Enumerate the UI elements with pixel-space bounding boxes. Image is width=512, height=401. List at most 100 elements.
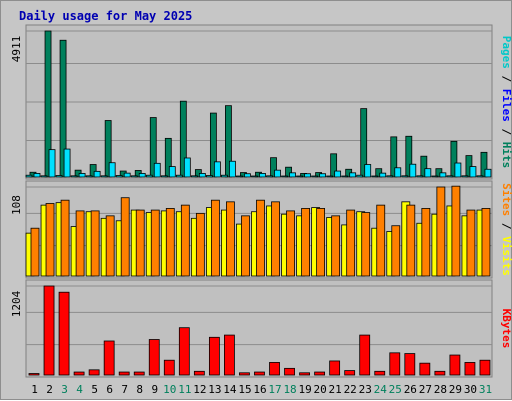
bar-kbytes-day-24	[374, 370, 386, 376]
axis-label-part-files: Files	[500, 89, 512, 122]
bar-sites-day-3	[60, 199, 70, 277]
bar-files-day-21	[334, 170, 342, 178]
bar-sites-day-24	[376, 204, 386, 277]
day-label-7: 7	[121, 383, 128, 396]
bar-files-day-15	[244, 173, 251, 178]
bar-pages-day-27	[416, 175, 424, 178]
bar-kbytes-day-19	[299, 372, 310, 376]
bar-kbytes-day-15	[239, 372, 250, 376]
bar-kbytes-day-20	[314, 371, 326, 376]
day-label-21: 21	[329, 383, 342, 396]
bar-pages-day-18	[281, 175, 288, 178]
bar-kbytes-day-6	[103, 340, 115, 376]
bar-sites-day-15	[241, 215, 250, 277]
bar-kbytes-day-12	[193, 370, 205, 376]
bar-pages-day-31	[476, 175, 484, 178]
bar-pages-day-7	[115, 175, 123, 178]
day-label-8: 8	[136, 383, 143, 396]
bar-kbytes-day-25	[389, 352, 401, 376]
bar-hits-day-9	[149, 117, 157, 178]
bar-kbytes-day-18	[284, 367, 295, 376]
bar-files-day-31	[484, 168, 492, 178]
bar-pages-day-11	[175, 174, 183, 178]
bar-sites-day-14	[226, 201, 235, 277]
bar-sites-day-1	[30, 227, 40, 277]
bar-pages-day-3	[55, 175, 63, 178]
bar-pages-day-21	[326, 175, 334, 178]
bar-hits-day-11	[179, 100, 187, 178]
bar-sites-day-19	[301, 208, 310, 277]
bar-hits-day-17	[270, 157, 277, 178]
bar-kbytes-day-3	[58, 291, 70, 376]
bar-files-day-2	[48, 149, 56, 178]
bar-pages-day-16	[251, 175, 258, 178]
bar-hits-day-23	[360, 108, 368, 178]
bar-pages-day-15	[236, 175, 243, 178]
bar-files-day-22	[349, 172, 357, 178]
day-label-24: 24	[374, 383, 388, 396]
axis-label-part-hits: Hits	[500, 142, 512, 169]
bar-hits-day-29	[450, 140, 458, 178]
bar-kbytes-day-11	[178, 327, 190, 376]
bar-sites-day-9	[150, 209, 160, 277]
bar-hits-day-13	[209, 112, 217, 178]
bar-pages-day-26	[401, 175, 409, 178]
bar-pages-day-13	[205, 175, 213, 178]
bar-kbytes-day-21	[329, 360, 341, 376]
axis-label-middle: Sites / Visits	[500, 183, 512, 276]
bar-files-day-1	[33, 173, 41, 178]
bar-files-day-16	[259, 173, 266, 178]
bar-files-day-6	[108, 162, 116, 178]
bar-hits-day-18	[285, 166, 292, 178]
day-label-9: 9	[151, 383, 158, 396]
bar-kbytes-day-7	[118, 371, 130, 376]
bar-kbytes-day-29	[449, 354, 461, 376]
bar-kbytes-day-22	[344, 370, 356, 376]
day-label-14: 14	[223, 383, 237, 396]
axis-label-part-sep: /	[500, 69, 512, 89]
bar-pages-day-4	[70, 175, 78, 178]
day-label-13: 13	[208, 383, 221, 396]
bar-kbytes-day-10	[163, 359, 175, 376]
bar-files-day-25	[394, 167, 402, 178]
bar-sites-day-26	[406, 204, 416, 277]
bar-kbytes-day-1	[28, 373, 40, 376]
bar-kbytes-day-16	[254, 371, 265, 376]
bar-kbytes-day-9	[148, 339, 160, 376]
bar-pages-day-14	[221, 174, 228, 178]
ymax-label-middle: 108	[10, 195, 23, 215]
day-label-12: 12	[193, 383, 206, 396]
bar-sites-day-27	[421, 208, 431, 277]
day-label-15: 15	[238, 383, 251, 396]
day-label-30: 30	[464, 383, 477, 396]
bar-sites-day-30	[466, 209, 476, 277]
bar-sites-day-18	[286, 210, 295, 277]
bar-sites-day-25	[391, 225, 401, 277]
bar-files-day-20	[319, 173, 327, 178]
bar-files-day-11	[183, 157, 191, 178]
ymax-label-bottom: 1204	[10, 290, 23, 317]
day-label-11: 11	[178, 383, 191, 396]
bar-kbytes-day-4	[73, 371, 85, 376]
bar-sites-day-13	[210, 199, 220, 277]
axis-label-part-sites: Sites	[500, 183, 512, 216]
panel-bottom-background	[25, 279, 493, 378]
day-label-19: 19	[298, 383, 311, 396]
bar-kbytes-day-23	[359, 334, 371, 376]
axis-label-part-visits: Visits	[500, 236, 512, 276]
bar-pages-day-9	[145, 174, 153, 178]
bar-sites-day-10	[165, 208, 175, 277]
bar-pages-day-25	[386, 175, 394, 178]
bar-pages-day-6	[100, 175, 108, 178]
day-label-10: 10	[163, 383, 176, 396]
day-label-4: 4	[76, 383, 83, 396]
bar-sites-day-28	[436, 186, 446, 277]
ymax-label-top: 4911	[10, 36, 23, 63]
day-label-3: 3	[61, 383, 68, 396]
bar-files-day-18	[289, 172, 296, 178]
bar-sites-day-17	[271, 201, 280, 277]
day-label-27: 27	[419, 383, 432, 396]
bar-files-day-12	[198, 173, 206, 178]
day-label-17: 17	[268, 383, 281, 396]
bar-kbytes-day-14	[224, 334, 235, 376]
